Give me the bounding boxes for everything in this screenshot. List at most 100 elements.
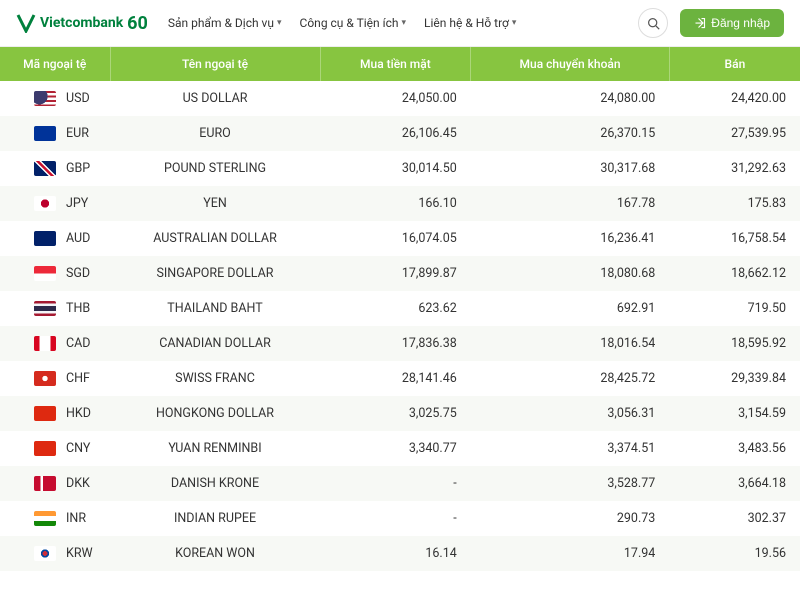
- cell-transfer: 167.78: [471, 186, 670, 221]
- cell-code: AUD: [0, 221, 110, 256]
- cell-transfer: 16,236.41: [471, 221, 670, 256]
- currency-code: USD: [66, 91, 90, 106]
- cell-cash: 26,106.45: [320, 116, 471, 151]
- cell-transfer: 3,374.51: [471, 431, 670, 466]
- cell-name: CANADIAN DOLLAR: [110, 326, 320, 361]
- cell-cash: 24,050.00: [320, 81, 471, 116]
- flag-icon: [34, 476, 56, 491]
- flag-icon: [34, 301, 56, 316]
- cell-cash: 16.14: [320, 536, 471, 571]
- flag-icon: [34, 196, 56, 211]
- flag-icon: [34, 126, 56, 141]
- col-name: Tên ngoại tệ: [110, 47, 320, 81]
- cell-code: CAD: [0, 326, 110, 361]
- logo-icon: [16, 13, 36, 33]
- cell-code: EUR: [0, 116, 110, 151]
- cell-sell: 18,595.92: [669, 326, 800, 361]
- cell-sell: 175.83: [669, 186, 800, 221]
- cell-code: SGD: [0, 256, 110, 291]
- flag-icon: [34, 371, 56, 386]
- cell-code: CHF: [0, 361, 110, 396]
- login-label: Đăng nhập: [711, 16, 770, 30]
- currency-code: CAD: [66, 336, 91, 351]
- currency-code: DKK: [66, 476, 90, 491]
- cell-sell: 302.37: [669, 501, 800, 536]
- nav: Sản phẩm & Dịch vụ▾ Công cụ & Tiện ích▾ …: [168, 16, 626, 30]
- table-row: HKDHONGKONG DOLLAR3,025.753,056.313,154.…: [0, 396, 800, 431]
- cell-transfer: 3,056.31: [471, 396, 670, 431]
- nav-label: Công cụ & Tiện ích: [300, 16, 399, 30]
- cell-transfer: 3,528.77: [471, 466, 670, 501]
- currency-code: GBP: [66, 161, 90, 176]
- table-row: DKKDANISH KRONE-3,528.773,664.18: [0, 466, 800, 501]
- cell-sell: 31,292.63: [669, 151, 800, 186]
- cell-cash: 17,836.38: [320, 326, 471, 361]
- cell-sell: 19.56: [669, 536, 800, 571]
- cell-sell: 719.50: [669, 291, 800, 326]
- login-icon: [694, 17, 706, 29]
- currency-code: SGD: [66, 266, 90, 281]
- cell-transfer: 30,317.68: [471, 151, 670, 186]
- login-button[interactable]: Đăng nhập: [680, 9, 784, 37]
- currency-code: INR: [66, 511, 86, 526]
- cell-name: EURO: [110, 116, 320, 151]
- cell-transfer: 26,370.15: [471, 116, 670, 151]
- table-body: USDUS DOLLAR24,050.0024,080.0024,420.00E…: [0, 81, 800, 571]
- col-transfer: Mua chuyển khoản: [471, 47, 670, 81]
- cell-sell: 18,662.12: [669, 256, 800, 291]
- cell-cash: 16,074.05: [320, 221, 471, 256]
- table-header: Mã ngoại tệ Tên ngoại tệ Mua tiền mặt Mu…: [0, 47, 800, 81]
- table-row: USDUS DOLLAR24,050.0024,080.0024,420.00: [0, 81, 800, 116]
- flag-icon: [34, 336, 56, 351]
- col-code: Mã ngoại tệ: [0, 47, 110, 81]
- cell-cash: -: [320, 501, 471, 536]
- cell-name: KOREAN WON: [110, 536, 320, 571]
- cell-name: INDIAN RUPEE: [110, 501, 320, 536]
- nav-tools[interactable]: Công cụ & Tiện ích▾: [300, 16, 407, 30]
- table-row: CADCANADIAN DOLLAR17,836.3818,016.5418,5…: [0, 326, 800, 361]
- table-row: CNYYUAN RENMINBI3,340.773,374.513,483.56: [0, 431, 800, 466]
- cell-code: HKD: [0, 396, 110, 431]
- table-row: CHFSWISS FRANC28,141.4628,425.7229,339.8…: [0, 361, 800, 396]
- flag-icon: [34, 91, 56, 106]
- flag-icon: [34, 441, 56, 456]
- search-button[interactable]: [638, 8, 668, 38]
- nav-products[interactable]: Sản phẩm & Dịch vụ▾: [168, 16, 282, 30]
- cell-sell: 24,420.00: [669, 81, 800, 116]
- cell-sell: 3,483.56: [669, 431, 800, 466]
- cell-transfer: 290.73: [471, 501, 670, 536]
- table-row: EUR EURO26,106.4526,370.1527,539.95: [0, 116, 800, 151]
- cell-code: KRW: [0, 536, 110, 571]
- cell-name: SWISS FRANC: [110, 361, 320, 396]
- flag-icon: [34, 266, 56, 281]
- table-row: INR INDIAN RUPEE-290.73302.37: [0, 501, 800, 536]
- cell-name: YUAN RENMINBI: [110, 431, 320, 466]
- cell-transfer: 17.94: [471, 536, 670, 571]
- cell-cash: -: [320, 466, 471, 501]
- cell-code: INR: [0, 501, 110, 536]
- nav-support[interactable]: Liên hệ & Hỗ trợ▾: [424, 16, 516, 30]
- chevron-down-icon: ▾: [402, 18, 407, 28]
- cell-transfer: 692.91: [471, 291, 670, 326]
- cell-sell: 27,539.95: [669, 116, 800, 151]
- cell-transfer: 18,080.68: [471, 256, 670, 291]
- cell-name: US DOLLAR: [110, 81, 320, 116]
- cell-name: YEN: [110, 186, 320, 221]
- table-row: JPYYEN166.10167.78175.83: [0, 186, 800, 221]
- cell-name: HONGKONG DOLLAR: [110, 396, 320, 431]
- cell-code: USD: [0, 81, 110, 116]
- currency-code: CHF: [66, 371, 90, 386]
- cell-name: SINGAPORE DOLLAR: [110, 256, 320, 291]
- flag-icon: [34, 161, 56, 176]
- cell-cash: 30,014.50: [320, 151, 471, 186]
- currency-code: EUR: [66, 126, 89, 141]
- cell-sell: 3,664.18: [669, 466, 800, 501]
- logo[interactable]: Vietcombank 60: [16, 13, 148, 34]
- currency-code: AUD: [66, 231, 90, 246]
- header: Vietcombank 60 Sản phẩm & Dịch vụ▾ Công …: [0, 0, 800, 47]
- currency-code: KRW: [66, 546, 93, 561]
- chevron-down-icon: ▾: [277, 18, 282, 28]
- cell-code: GBP: [0, 151, 110, 186]
- cell-name: POUND STERLING: [110, 151, 320, 186]
- cell-code: DKK: [0, 466, 110, 501]
